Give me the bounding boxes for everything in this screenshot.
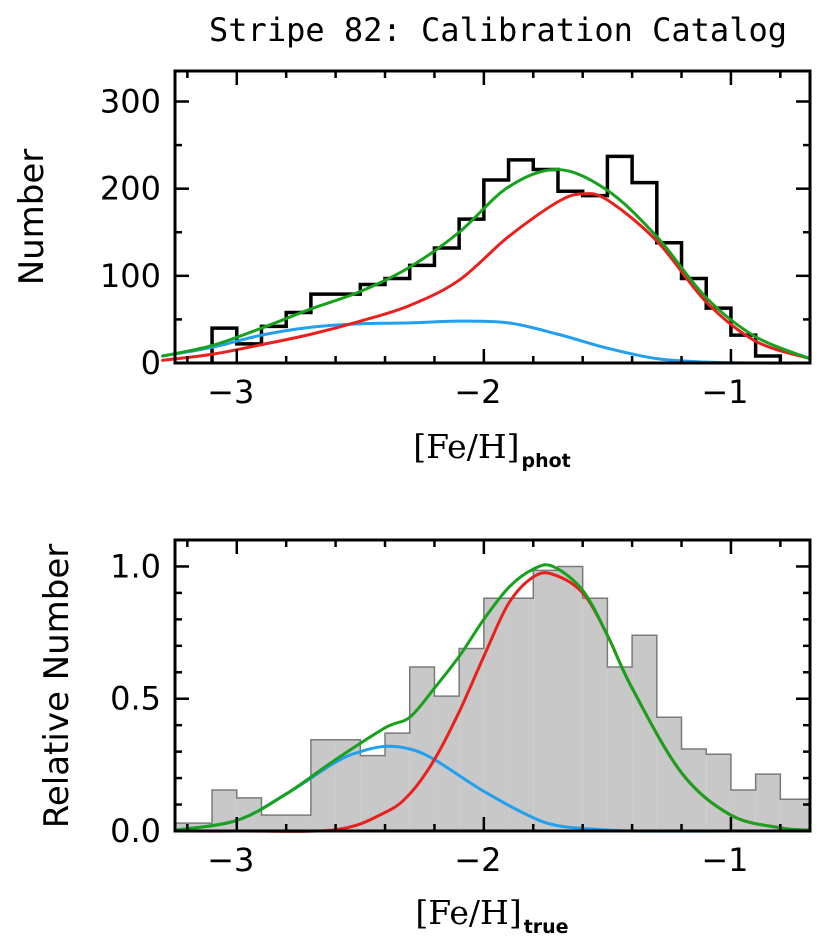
y-tick-label: 0.0 bbox=[110, 812, 161, 850]
histogram-bar bbox=[681, 748, 707, 831]
x-tick-label: −1 bbox=[701, 373, 748, 411]
model-curve bbox=[161, 192, 812, 362]
plot-frame-bottom bbox=[173, 538, 812, 833]
x-axis-label-top: [Fe/H] phot bbox=[413, 427, 571, 472]
y-tick-label: 1.0 bbox=[110, 547, 161, 585]
y-tick-label: 0 bbox=[141, 344, 161, 382]
histogram-bar bbox=[557, 566, 583, 831]
x-tick-labels-top: −3 −2 −1 bbox=[207, 373, 748, 411]
histogram-bar bbox=[755, 774, 781, 831]
histogram-bar bbox=[533, 570, 558, 831]
histogram-top bbox=[210, 154, 783, 363]
histogram-bar bbox=[582, 598, 608, 831]
y-axis-label-top: Number bbox=[12, 149, 52, 286]
figure-title: Stripe 82: Calibration Catalog bbox=[209, 11, 787, 49]
x-tick-labels-bottom: −3 −2 −1 bbox=[207, 841, 748, 879]
y-tick-label: 0.5 bbox=[110, 680, 161, 718]
histogram-step bbox=[210, 154, 783, 363]
histogram-bar bbox=[632, 635, 657, 831]
model-curves-top bbox=[161, 167, 812, 365]
x-axis-label-subscript: phot bbox=[522, 450, 571, 472]
histogram-bottom bbox=[174, 565, 811, 831]
panel-top: −3 −2 −1 0 100 200 300 Number [Fe/H] phot bbox=[12, 69, 812, 472]
histogram-outline bbox=[174, 565, 811, 831]
x-tick-label: −3 bbox=[207, 373, 254, 411]
x-axis-label-subscript: true bbox=[524, 916, 569, 938]
histogram-bar bbox=[607, 666, 633, 831]
axis-ticks-top bbox=[175, 71, 810, 365]
y-tick-label: 300 bbox=[100, 83, 161, 121]
x-tick-label: −2 bbox=[454, 841, 501, 879]
x-tick-label: −2 bbox=[454, 373, 501, 411]
histogram-bar bbox=[286, 815, 311, 831]
histogram-bar bbox=[656, 717, 682, 831]
y-tick-label: 200 bbox=[100, 170, 161, 208]
histogram-bar bbox=[310, 739, 336, 831]
x-axis-label-main: [Fe/H] bbox=[413, 427, 519, 466]
model-curve bbox=[161, 167, 812, 361]
axis-ticks-bottom bbox=[175, 538, 810, 833]
x-tick-label: −1 bbox=[701, 841, 748, 879]
y-tick-labels-top: 0 100 200 300 bbox=[100, 83, 161, 382]
model-curve bbox=[173, 563, 812, 832]
histogram-bar bbox=[261, 815, 287, 831]
y-tick-labels-bottom: 0.0 0.5 1.0 bbox=[110, 547, 161, 850]
histogram-bar bbox=[459, 648, 484, 831]
histogram-bar bbox=[508, 598, 534, 831]
histogram-bar bbox=[706, 754, 731, 831]
histogram-bar bbox=[730, 789, 756, 831]
x-tick-label: −3 bbox=[207, 841, 254, 879]
x-axis-label-main: [Fe/H] bbox=[415, 893, 521, 932]
panel-bottom: −3 −2 −1 0.0 0.5 1.0 Relative Number [Fe/H] t… bbox=[37, 538, 812, 938]
histogram-bar bbox=[483, 598, 509, 831]
y-axis-label-bottom: Relative Number bbox=[37, 544, 77, 829]
x-axis-label-bottom: [Fe/H] true bbox=[415, 893, 568, 938]
y-tick-label: 100 bbox=[100, 257, 161, 295]
plot-frame-top bbox=[173, 69, 812, 365]
